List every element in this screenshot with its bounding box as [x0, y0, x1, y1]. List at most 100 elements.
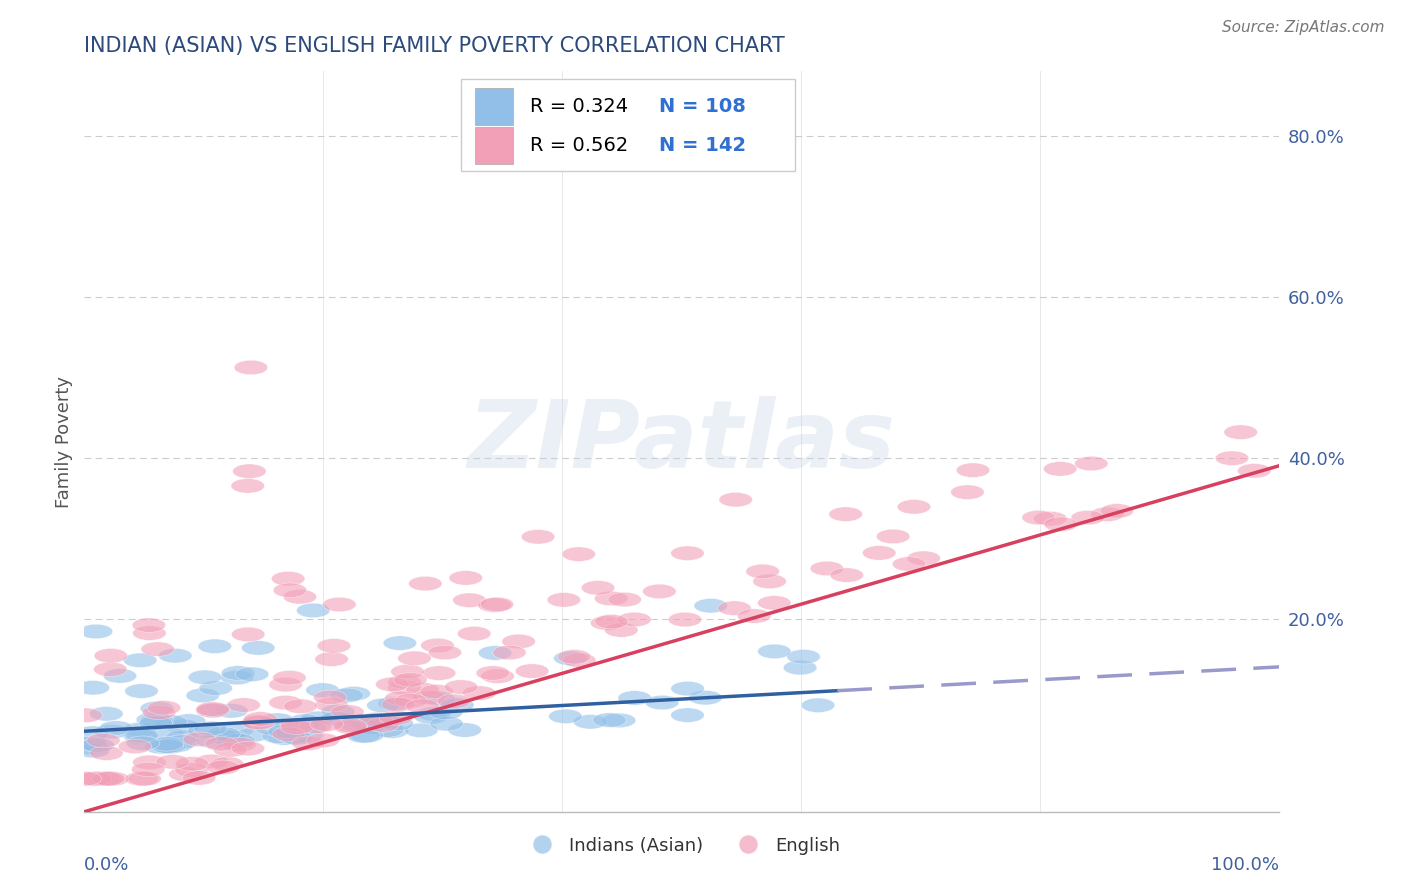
Ellipse shape — [1099, 504, 1133, 518]
Ellipse shape — [176, 756, 209, 771]
Ellipse shape — [166, 730, 200, 745]
Ellipse shape — [284, 699, 318, 714]
Ellipse shape — [215, 704, 247, 718]
Ellipse shape — [222, 733, 256, 748]
Ellipse shape — [602, 713, 636, 728]
Ellipse shape — [405, 682, 439, 697]
Ellipse shape — [90, 772, 124, 786]
Ellipse shape — [136, 713, 170, 727]
Ellipse shape — [391, 665, 425, 679]
Ellipse shape — [271, 572, 305, 586]
Ellipse shape — [1237, 464, 1271, 478]
Ellipse shape — [76, 743, 110, 758]
Ellipse shape — [200, 681, 232, 696]
Text: 100.0%: 100.0% — [1212, 856, 1279, 874]
Ellipse shape — [360, 717, 394, 731]
Legend: Indians (Asian), English: Indians (Asian), English — [516, 830, 848, 862]
Ellipse shape — [801, 698, 835, 713]
Ellipse shape — [76, 726, 110, 740]
Ellipse shape — [195, 703, 229, 718]
Ellipse shape — [152, 739, 186, 754]
Ellipse shape — [103, 669, 136, 683]
Ellipse shape — [132, 762, 165, 777]
Ellipse shape — [591, 615, 624, 631]
Ellipse shape — [330, 705, 364, 719]
Ellipse shape — [139, 713, 173, 728]
Text: N = 142: N = 142 — [659, 136, 747, 155]
Ellipse shape — [830, 568, 863, 582]
Ellipse shape — [207, 730, 239, 744]
Ellipse shape — [166, 719, 200, 733]
Ellipse shape — [188, 670, 222, 684]
Ellipse shape — [1225, 425, 1257, 440]
Ellipse shape — [463, 686, 496, 700]
Ellipse shape — [76, 681, 110, 695]
Ellipse shape — [492, 645, 526, 660]
Ellipse shape — [207, 760, 239, 774]
Ellipse shape — [1071, 510, 1105, 524]
Ellipse shape — [273, 583, 307, 598]
Ellipse shape — [481, 597, 513, 612]
Ellipse shape — [166, 735, 198, 749]
Text: R = 0.562: R = 0.562 — [530, 136, 628, 155]
Ellipse shape — [235, 360, 267, 375]
Ellipse shape — [125, 684, 159, 698]
Ellipse shape — [90, 706, 124, 721]
Ellipse shape — [298, 719, 332, 734]
Ellipse shape — [280, 717, 314, 731]
Ellipse shape — [388, 681, 420, 695]
Ellipse shape — [449, 723, 481, 738]
Ellipse shape — [132, 626, 166, 640]
Ellipse shape — [360, 713, 392, 727]
Ellipse shape — [333, 718, 367, 733]
Ellipse shape — [322, 598, 356, 612]
Text: ZIPatlas: ZIPatlas — [468, 395, 896, 488]
Ellipse shape — [354, 721, 388, 735]
Ellipse shape — [385, 691, 418, 706]
Ellipse shape — [752, 574, 786, 589]
Ellipse shape — [375, 677, 409, 691]
Ellipse shape — [366, 718, 399, 732]
Ellipse shape — [194, 721, 228, 736]
Ellipse shape — [285, 718, 319, 733]
Ellipse shape — [516, 664, 548, 678]
Ellipse shape — [148, 700, 181, 715]
Ellipse shape — [422, 666, 456, 681]
Ellipse shape — [273, 671, 307, 685]
FancyBboxPatch shape — [475, 127, 513, 164]
Ellipse shape — [197, 734, 229, 748]
Ellipse shape — [141, 701, 173, 715]
Ellipse shape — [907, 551, 941, 566]
Ellipse shape — [384, 636, 416, 650]
Ellipse shape — [558, 649, 591, 664]
Ellipse shape — [174, 763, 208, 778]
Ellipse shape — [212, 730, 246, 744]
Ellipse shape — [758, 596, 792, 610]
Ellipse shape — [422, 691, 456, 706]
Ellipse shape — [429, 706, 463, 720]
Ellipse shape — [367, 698, 401, 713]
Ellipse shape — [318, 639, 350, 653]
Ellipse shape — [195, 702, 229, 716]
Ellipse shape — [91, 772, 125, 786]
Ellipse shape — [79, 624, 112, 639]
Ellipse shape — [427, 645, 461, 660]
Ellipse shape — [378, 697, 412, 711]
Ellipse shape — [413, 709, 447, 724]
Ellipse shape — [124, 729, 156, 743]
Ellipse shape — [862, 546, 896, 560]
Ellipse shape — [307, 733, 339, 747]
Ellipse shape — [232, 464, 266, 478]
Ellipse shape — [219, 723, 253, 738]
Ellipse shape — [1033, 511, 1067, 526]
Ellipse shape — [350, 728, 384, 743]
Ellipse shape — [437, 694, 471, 708]
Ellipse shape — [260, 713, 294, 727]
Ellipse shape — [321, 705, 354, 719]
Ellipse shape — [69, 708, 103, 723]
Ellipse shape — [96, 772, 129, 786]
Ellipse shape — [368, 714, 402, 729]
Ellipse shape — [1091, 507, 1125, 522]
Ellipse shape — [478, 646, 512, 660]
Ellipse shape — [380, 716, 413, 731]
